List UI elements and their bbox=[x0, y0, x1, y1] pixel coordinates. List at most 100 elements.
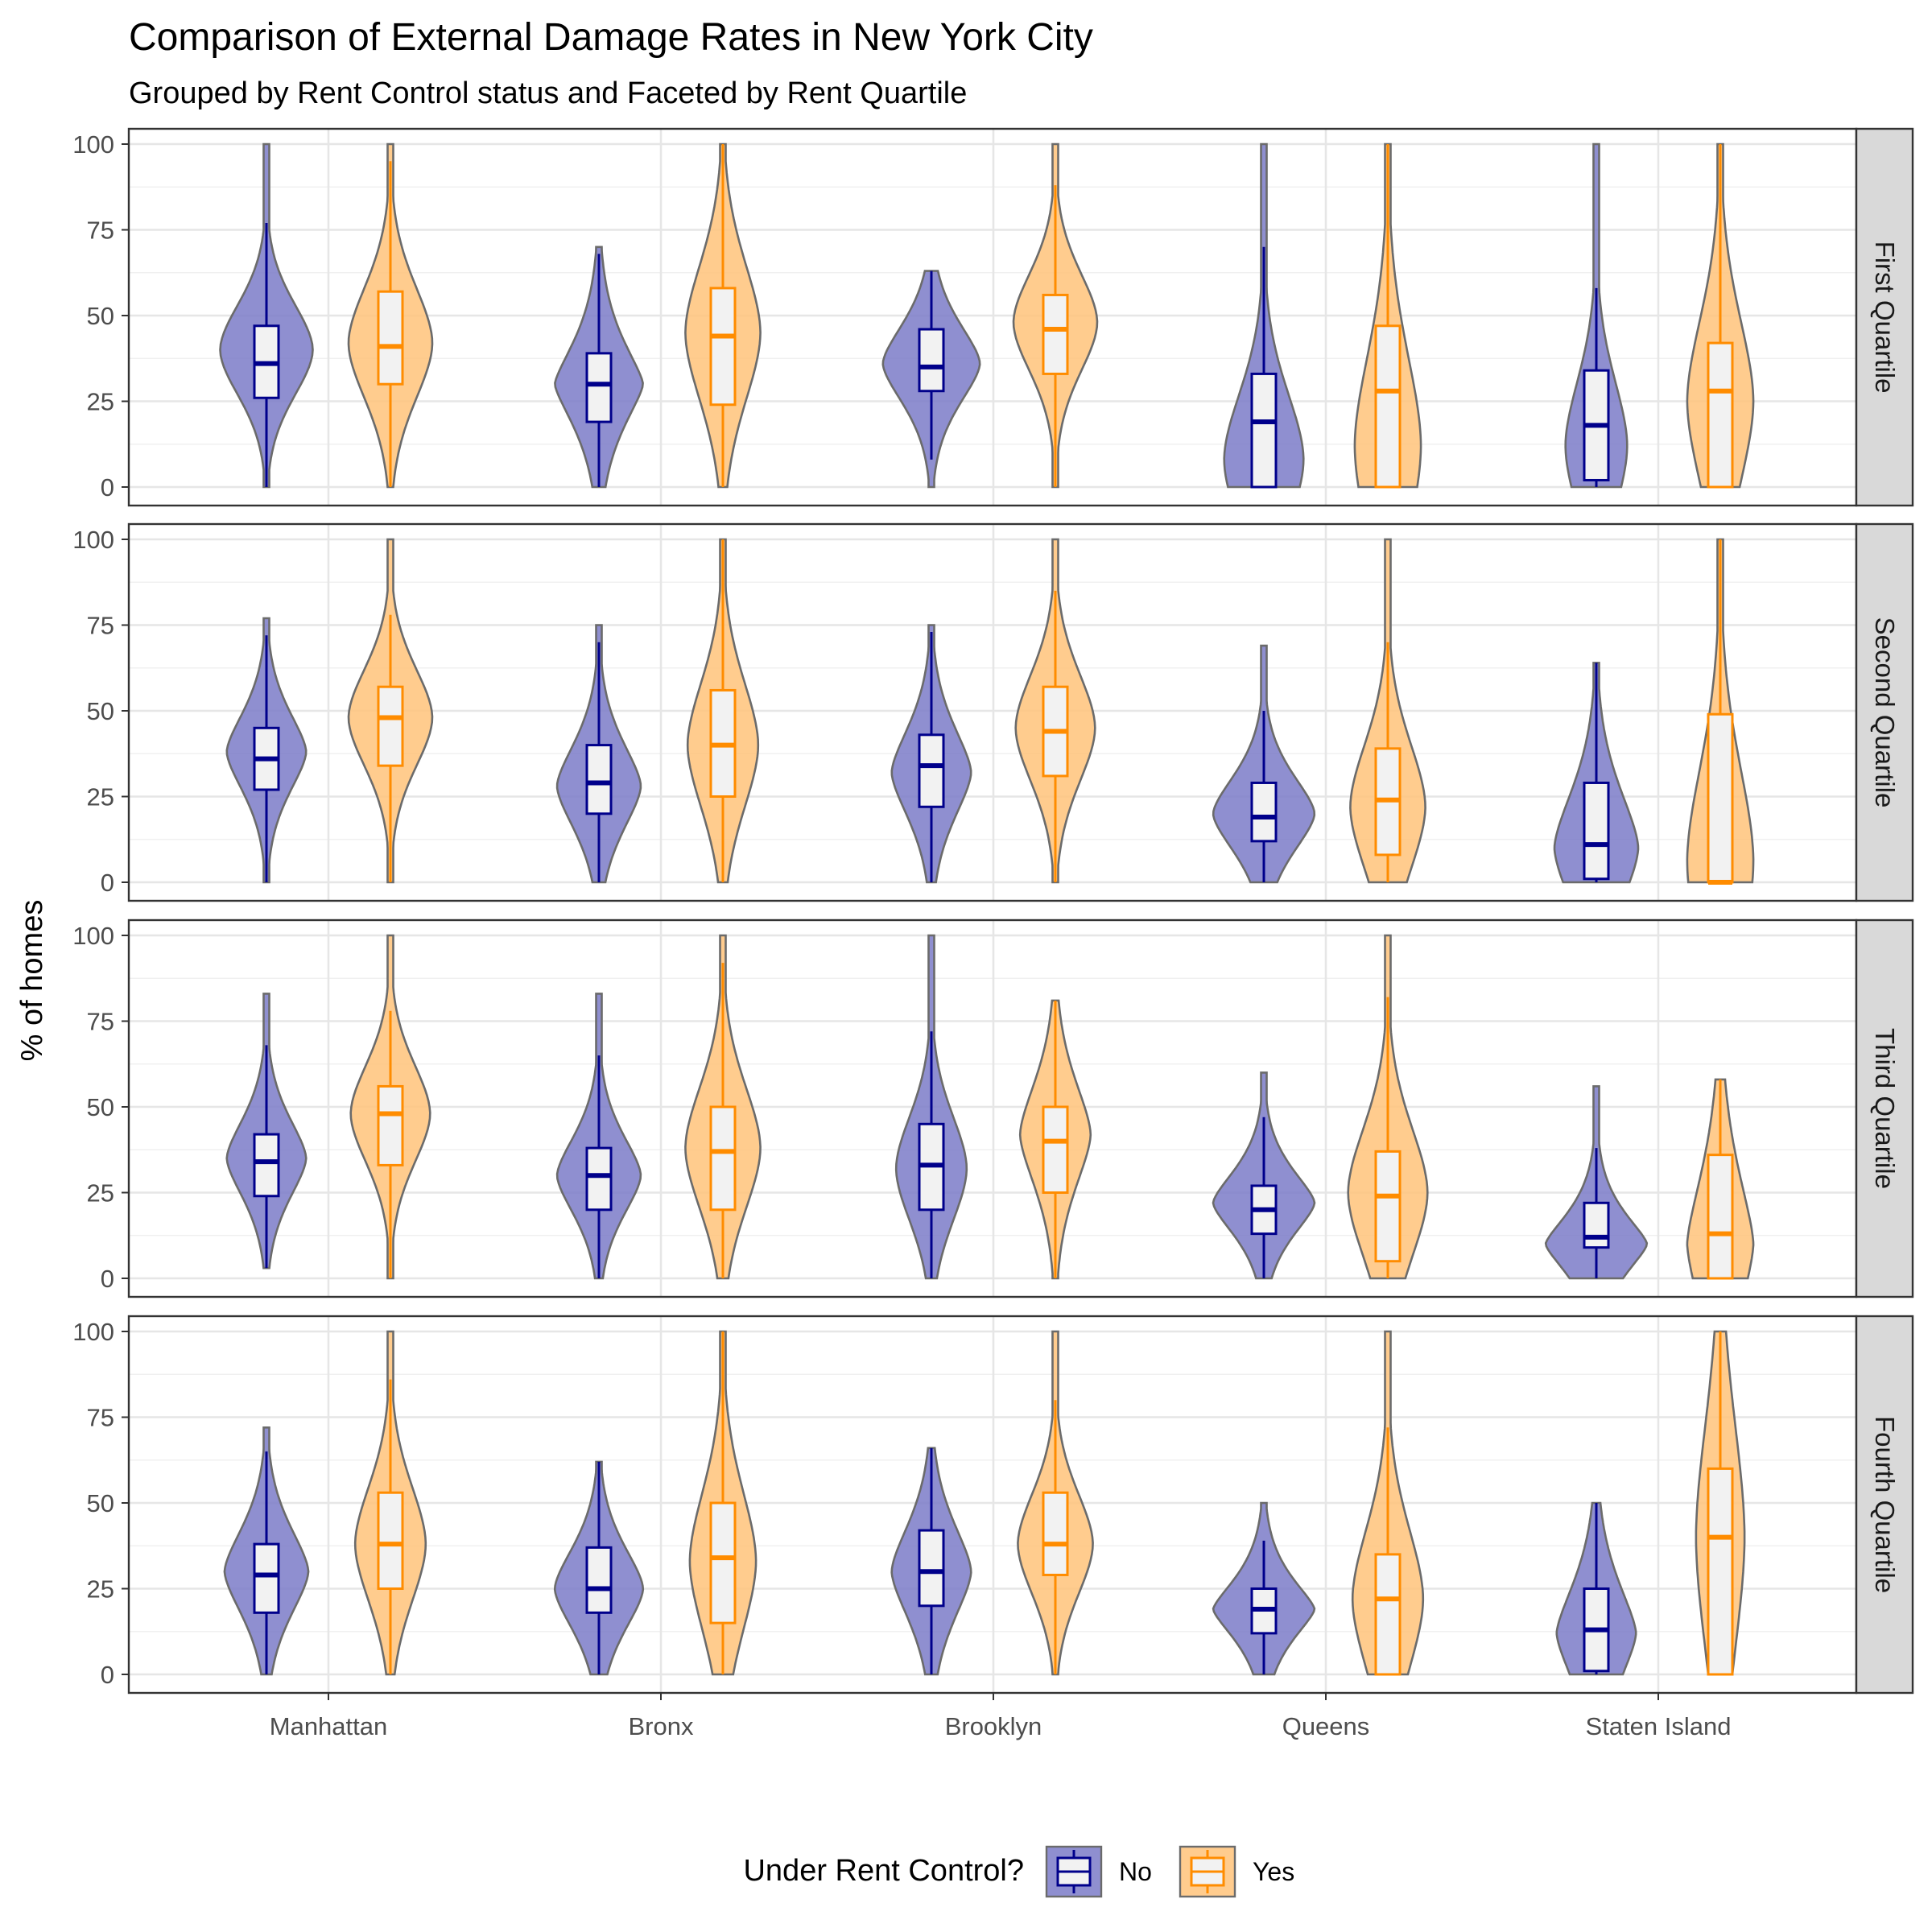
legend-title: Under Rent Control? bbox=[743, 1854, 1024, 1888]
legend: Under Rent Control? No Yes bbox=[743, 1845, 1294, 1898]
facet-strip bbox=[1855, 919, 1914, 1298]
box-iqr bbox=[1707, 341, 1734, 489]
y-tick-label: 50 bbox=[87, 302, 114, 330]
facet-strip bbox=[1855, 127, 1914, 507]
box-iqr bbox=[1042, 293, 1069, 375]
box-iqr bbox=[1707, 712, 1734, 884]
x-tick-label: Bronx bbox=[629, 1712, 694, 1740]
y-tick-label: 25 bbox=[87, 783, 114, 811]
x-tick-label: Queens bbox=[1282, 1712, 1370, 1740]
violin-no-bronx bbox=[553, 1460, 645, 1676]
y-axis-label: % of homes bbox=[15, 900, 49, 1062]
violin-no-bronx bbox=[555, 624, 642, 884]
box-iqr bbox=[1707, 1154, 1734, 1280]
violin-yes-brooklyn bbox=[1014, 538, 1096, 884]
y-tick-label: 50 bbox=[87, 697, 114, 725]
violin-no-queens bbox=[1212, 1501, 1316, 1676]
legend-item-label: No bbox=[1119, 1857, 1152, 1886]
violin-no-staten-island bbox=[1553, 662, 1640, 884]
box-iqr bbox=[585, 352, 613, 423]
violin-yes-bronx bbox=[686, 538, 760, 884]
box-iqr bbox=[709, 1105, 737, 1212]
violin-yes-manhattan bbox=[349, 934, 431, 1280]
facet-strip-label: Fourth Quartile bbox=[1870, 1416, 1900, 1593]
y-tick-label: 100 bbox=[72, 922, 114, 950]
box-iqr bbox=[1707, 1467, 1734, 1676]
y-tick-label: 75 bbox=[87, 612, 114, 640]
violin-yes-brooklyn bbox=[1018, 999, 1092, 1280]
box-iqr bbox=[1042, 1491, 1069, 1576]
facet-panels: 0 25 50 75 100 First Quartile 0 25 50 75 100 Second… bbox=[72, 127, 1914, 1740]
y-tick-label: 0 bbox=[101, 1265, 114, 1293]
box-iqr bbox=[377, 1491, 404, 1590]
violin-no-brooklyn bbox=[881, 270, 981, 489]
y-tick-label: 50 bbox=[87, 1093, 114, 1121]
box-iqr bbox=[1374, 1150, 1402, 1263]
x-tick-label: Staten Island bbox=[1586, 1712, 1732, 1740]
facet-strip-label: Second Quartile bbox=[1870, 617, 1900, 808]
violin-yes-manhattan bbox=[347, 142, 434, 489]
violin-yes-staten-island bbox=[1686, 142, 1755, 489]
box-iqr bbox=[1250, 372, 1278, 489]
facet-strip bbox=[1855, 522, 1914, 902]
violin-yes-manhattan bbox=[353, 1330, 427, 1676]
violin-yes-staten-island bbox=[1686, 538, 1755, 885]
y-tick-label: 25 bbox=[87, 1575, 114, 1604]
y-tick-label: 25 bbox=[87, 388, 114, 416]
chart-title: Comparison of External Damage Rates in N… bbox=[129, 16, 1093, 59]
violin-no-brooklyn bbox=[894, 934, 968, 1280]
legend-item-no: No bbox=[1045, 1845, 1152, 1898]
violin-no-bronx bbox=[555, 993, 642, 1280]
y-tick-label: 0 bbox=[101, 869, 114, 897]
box-iqr bbox=[709, 1501, 737, 1624]
box-iqr bbox=[1583, 1201, 1610, 1249]
violin-yes-queens bbox=[1351, 1330, 1425, 1676]
violin-yes-queens bbox=[1349, 538, 1426, 884]
facet-panel-4: 0 25 50 75 100 Fourth Quartile bbox=[72, 1315, 1914, 1695]
violin-yes-bronx bbox=[684, 142, 762, 489]
violin-no-queens bbox=[1212, 1071, 1316, 1280]
facet-panel-2: 0 25 50 75 100 Second Quartile bbox=[72, 522, 1914, 902]
y-tick-label: 100 bbox=[72, 526, 114, 554]
violin-no-brooklyn bbox=[890, 1447, 972, 1676]
violin-no-staten-island bbox=[1555, 1501, 1637, 1676]
box-iqr bbox=[377, 290, 404, 386]
y-tick-label: 0 bbox=[101, 1661, 114, 1689]
y-tick-label: 50 bbox=[87, 1489, 114, 1517]
y-tick-label: 25 bbox=[87, 1179, 114, 1208]
box-iqr bbox=[1250, 781, 1278, 843]
y-tick-label: 100 bbox=[72, 130, 114, 159]
box-iqr bbox=[377, 1084, 404, 1166]
y-tick-label: 0 bbox=[101, 473, 114, 502]
violin-yes-manhattan bbox=[347, 538, 434, 884]
violin-no-queens bbox=[1223, 142, 1305, 489]
violin-yes-queens bbox=[1353, 142, 1422, 489]
violin-no-manhattan bbox=[219, 142, 314, 489]
box-iqr bbox=[1374, 1553, 1402, 1676]
box-iqr bbox=[918, 328, 945, 393]
violin-yes-bronx bbox=[688, 1330, 758, 1676]
violin-no-bronx bbox=[554, 246, 644, 489]
y-tick-label: 75 bbox=[87, 217, 114, 245]
chart-subtitle: Grouped by Rent Control status and Facet… bbox=[129, 76, 967, 110]
box-iqr bbox=[585, 744, 613, 815]
legend-item-label: Yes bbox=[1253, 1857, 1294, 1886]
legend-item-yes: Yes bbox=[1179, 1845, 1294, 1898]
violin-no-brooklyn bbox=[890, 624, 972, 884]
x-tick-label: Manhattan bbox=[270, 1712, 388, 1740]
violin-yes-staten-island bbox=[1686, 1078, 1755, 1280]
box-iqr bbox=[585, 1146, 613, 1212]
violin-yes-brooklyn bbox=[1012, 142, 1099, 489]
violin-yes-brooklyn bbox=[1017, 1330, 1094, 1676]
violin-yes-queens bbox=[1347, 934, 1429, 1280]
box-iqr bbox=[1583, 781, 1610, 881]
violin-no-queens bbox=[1212, 644, 1316, 884]
facet-strip-label: First Quartile bbox=[1870, 242, 1900, 394]
violin-no-manhattan bbox=[223, 1426, 310, 1676]
violin-no-staten-island bbox=[1564, 142, 1629, 489]
violin-yes-bronx bbox=[684, 934, 762, 1280]
x-tick-label: Brooklyn bbox=[945, 1712, 1042, 1740]
box-iqr bbox=[253, 1133, 280, 1198]
box-iqr bbox=[918, 1529, 945, 1608]
violin-no-manhattan bbox=[225, 993, 308, 1269]
